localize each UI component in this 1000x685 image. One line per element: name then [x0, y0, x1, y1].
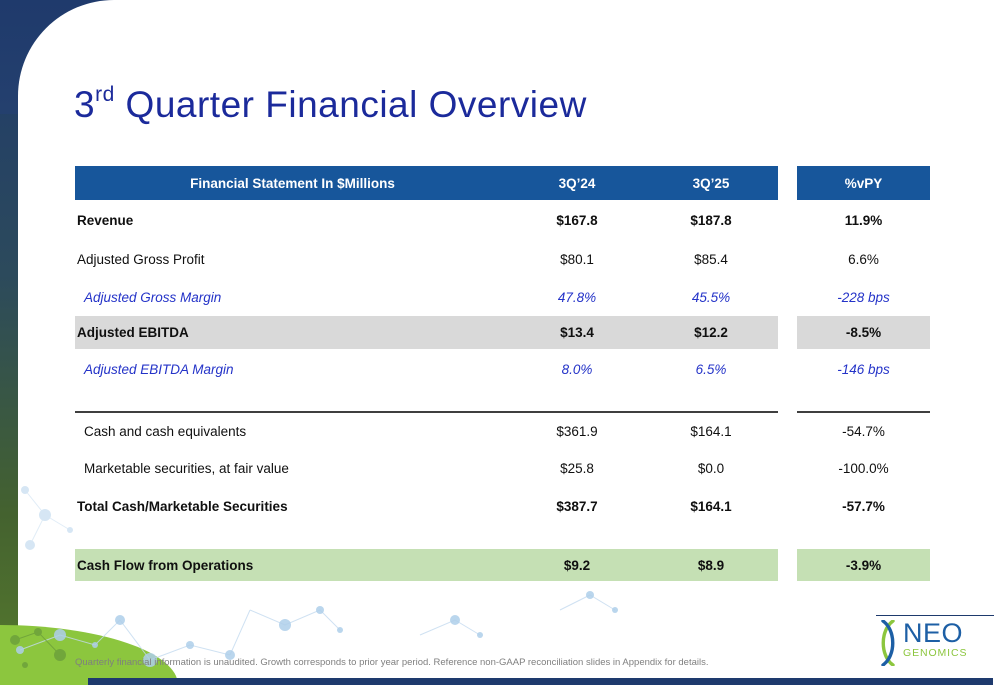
table-row-cash-flow-operations: Cash Flow from Operations $9.2 $8.9 -3.9… [75, 549, 930, 581]
row-main: Adjusted EBITDA Margin 8.0% 6.5% [75, 349, 778, 389]
divider-vpy [797, 411, 930, 413]
cell-vpy: -100.0% [838, 461, 889, 476]
cell-vpy: 6.6% [848, 251, 879, 267]
column-gap [778, 450, 797, 487]
column-gap [778, 316, 797, 349]
row-label: Adjusted EBITDA Margin [84, 361, 234, 377]
header-col-3q25: 3Q’25 [692, 175, 730, 191]
column-gap [778, 549, 797, 581]
cell-3q24: $387.7 [556, 498, 598, 514]
row-label: Cash Flow from Operations [77, 557, 254, 573]
row-main: Revenue $167.8 $187.8 [75, 200, 778, 240]
cell-vpy: -57.7% [842, 498, 885, 514]
table-row-adj-gross-margin: Adjusted Gross Margin 47.8% 45.5% -228 b… [75, 278, 930, 316]
cell-vpy: 11.9% [844, 212, 883, 228]
cell-vpy: -54.7% [842, 424, 885, 439]
column-gap [778, 278, 797, 316]
column-gap [778, 200, 797, 240]
logo-text-genomics: GENOMICS [903, 647, 968, 659]
cell-3q25: $85.4 [694, 251, 728, 267]
cell-3q24: $25.8 [560, 461, 594, 476]
cell-3q25: 45.5% [691, 289, 731, 305]
table-row-adj-ebitda-margin: Adjusted EBITDA Margin 8.0% 6.5% -146 bp… [75, 349, 930, 389]
table-row-total-cash: Total Cash/Marketable Securities $387.7 … [75, 487, 930, 525]
row-label: Adjusted Gross Profit [77, 251, 205, 267]
row-label: Revenue [77, 212, 134, 228]
cell-3q24: 8.0% [561, 361, 593, 377]
cell-vpy: -8.5% [797, 316, 930, 349]
left-gradient-band [0, 0, 18, 685]
row-main: Cash Flow from Operations $9.2 $8.9 [75, 549, 778, 581]
spacer [75, 525, 930, 549]
table-row-revenue: Revenue $167.8 $187.8 11.9% [75, 200, 930, 240]
header-main: Financial Statement In $Millions 3Q’24 3… [75, 166, 778, 200]
row-main: Cash and cash equivalents $361.9 $164.1 [75, 413, 778, 450]
row-label: Adjusted EBITDA [77, 325, 189, 340]
footnote: Quarterly financial information is unaud… [75, 657, 709, 668]
cell-3q24: 47.8% [557, 289, 597, 305]
row-label: Total Cash/Marketable Securities [77, 498, 288, 514]
row-label: Marketable securities, at fair value [84, 461, 289, 476]
cell-3q25: 6.5% [695, 361, 727, 377]
table-row-marketable-securities: Marketable securities, at fair value $25… [75, 450, 930, 487]
column-gap [778, 413, 797, 450]
row-label: Adjusted Gross Margin [84, 289, 222, 305]
cell-3q25: $164.1 [690, 498, 732, 514]
cell-3q24: $9.2 [563, 557, 591, 573]
column-gap [778, 240, 797, 278]
cell-3q25: $0.0 [697, 461, 725, 476]
table-row-cash-equivalents: Cash and cash equivalents $361.9 $164.1 … [75, 413, 930, 450]
table-header-row: Financial Statement In $Millions 3Q’24 3… [75, 166, 930, 200]
row-main: Total Cash/Marketable Securities $387.7 … [75, 487, 778, 525]
neogenomics-logo: NEO GENOMICS [876, 615, 996, 666]
financial-table: Financial Statement In $Millions 3Q’24 3… [75, 166, 930, 581]
page-title: 3rd Quarter Financial Overview [74, 82, 587, 126]
section-divider [75, 411, 930, 413]
logo-text-neo: NEO [903, 618, 964, 648]
row-main: Adjusted Gross Margin 47.8% 45.5% [75, 278, 778, 316]
cell-3q24: $80.1 [560, 251, 594, 267]
cell-3q24: $361.9 [556, 424, 598, 439]
row-main: Adjusted Gross Profit $80.1 $85.4 [75, 240, 778, 278]
table-row-adj-gross-profit: Adjusted Gross Profit $80.1 $85.4 6.6% [75, 240, 930, 278]
row-main: Adjusted EBITDA $13.4 $12.2 [75, 316, 778, 349]
cell-3q25: $8.9 [697, 557, 725, 573]
cell-3q25: $164.1 [690, 424, 732, 439]
title-ordinal: rd [95, 82, 115, 106]
cell-3q24: $167.8 [556, 212, 598, 228]
column-gap [778, 166, 797, 200]
title-rest: Quarter Financial Overview [114, 84, 587, 125]
column-gap [778, 349, 797, 389]
spacer [75, 389, 930, 411]
divider-main [75, 411, 778, 413]
cell-vpy: -228 bps [837, 289, 890, 305]
row-main: Marketable securities, at fair value $25… [75, 450, 778, 487]
row-label: Cash and cash equivalents [84, 424, 247, 439]
header-label: Financial Statement In $Millions [190, 175, 395, 191]
cell-3q25: $187.8 [690, 212, 732, 228]
cell-3q24: $13.4 [560, 325, 594, 340]
cell-vpy: -146 bps [837, 361, 890, 377]
title-number: 3 [74, 84, 96, 125]
logo-divider-line [876, 615, 994, 616]
column-gap [778, 487, 797, 525]
header-col-3q24: 3Q’24 [558, 175, 596, 191]
cell-vpy: -3.9% [797, 549, 930, 581]
cell-3q25: $12.2 [694, 325, 728, 340]
header-col-vpy: %vPY [797, 166, 930, 200]
table-row-adj-ebitda: Adjusted EBITDA $13.4 $12.2 -8.5% [75, 316, 930, 349]
dna-strand-icon [881, 620, 895, 666]
bottom-accent-bar [88, 678, 993, 685]
